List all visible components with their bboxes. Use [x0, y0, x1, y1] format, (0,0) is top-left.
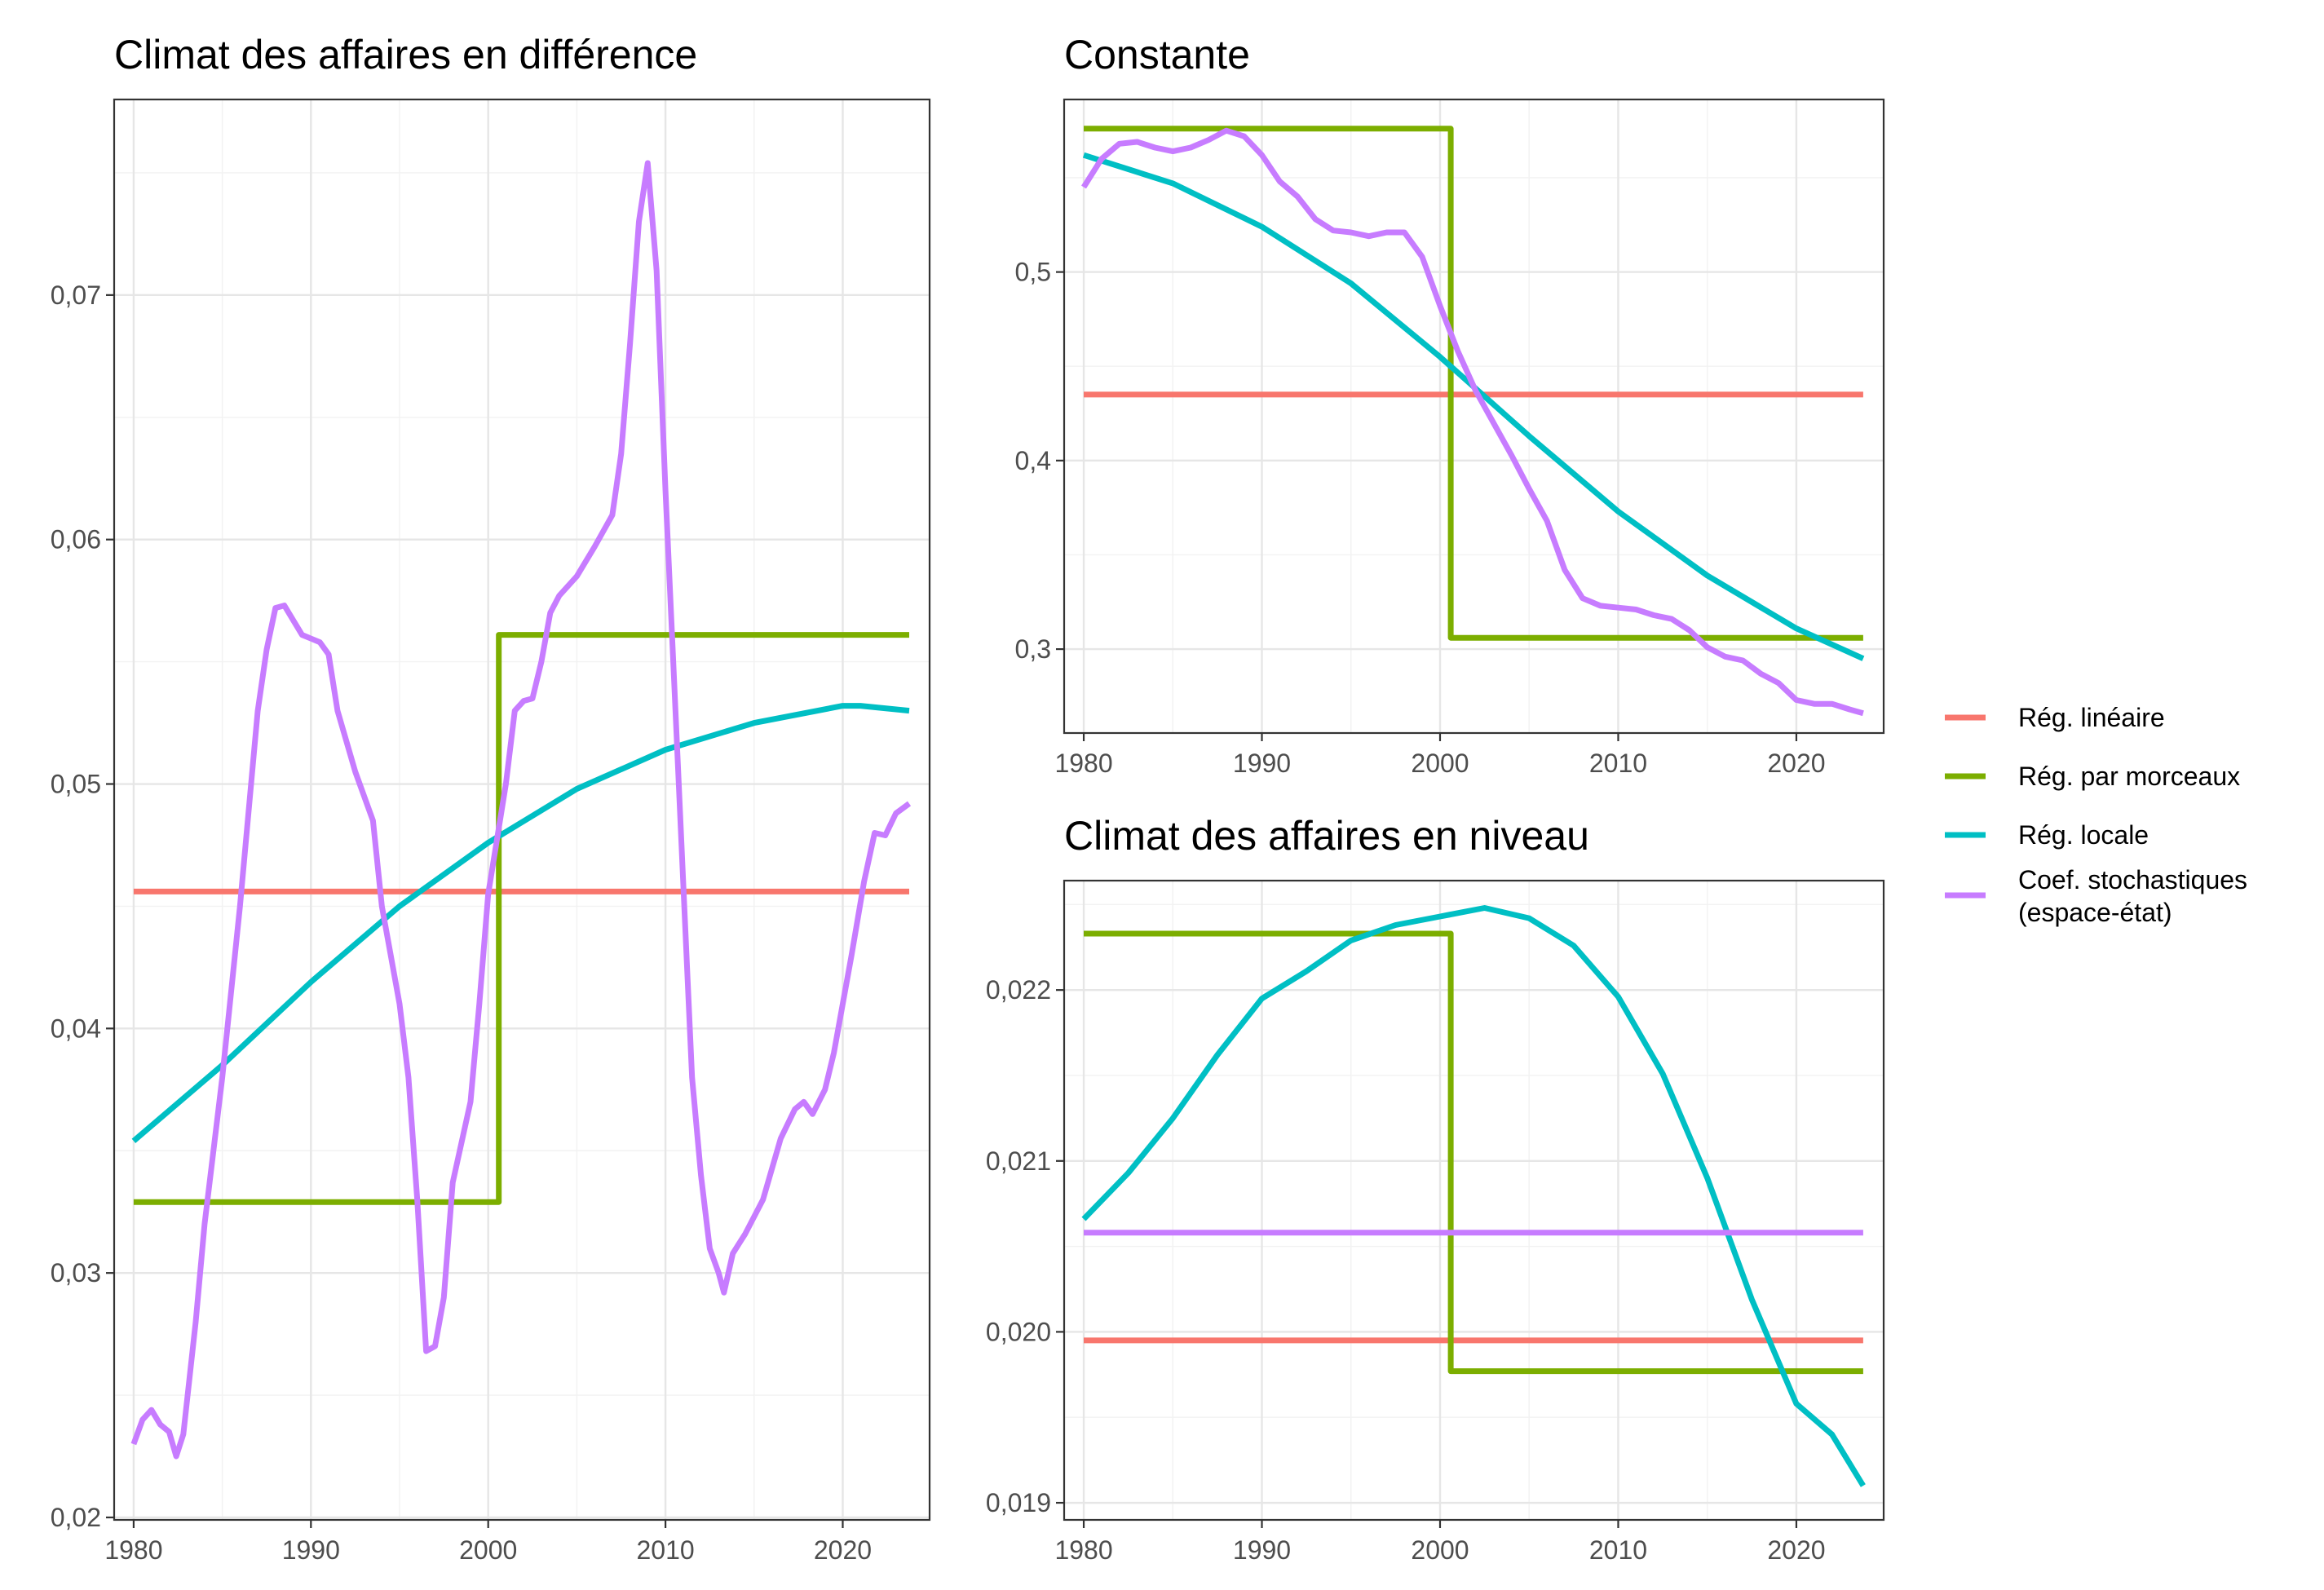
y-tick-label: 0,04 [51, 1014, 101, 1043]
x-tick-label: 1990 [1233, 1535, 1291, 1565]
panel-niveau-series [1081, 905, 1866, 1487]
legend-label-locale: Rég. locale [2018, 820, 2149, 850]
x-tick-label: 2020 [1767, 749, 1825, 778]
x-tick-label: 1980 [1054, 1535, 1112, 1565]
x-tick-label: 2000 [1411, 749, 1469, 778]
series-line-locale [1081, 905, 1866, 1487]
panel-constante-x-axis: 1980 1990 2000 2010 2020 [1054, 733, 1826, 778]
panel-constante-series [1081, 126, 1865, 717]
panel-diff-y-axis: 0,02 0,03 0,04 0,05 0,06 0,07 [51, 280, 114, 1532]
y-tick-label: 0,021 [986, 1146, 1051, 1176]
y-tick-label: 0,022 [986, 975, 1051, 1005]
y-tick-label: 0,3 [1015, 634, 1051, 664]
panel-constante-title: Constante [1064, 32, 1250, 77]
x-tick-label: 2010 [1589, 749, 1647, 778]
x-tick-label: 1980 [1054, 749, 1112, 778]
x-tick-label: 2020 [814, 1535, 872, 1565]
legend-label-lineaire: Rég. linéaire [2018, 703, 2165, 732]
series-line-locale [131, 703, 910, 1143]
series-line-locale [1082, 152, 1865, 661]
panel-diff: Climat des affaires en différence 1980 19… [51, 32, 931, 1565]
legend-label-stochastiques-line2: (espace-état) [2018, 898, 2172, 927]
panel-constante: Constante 1980 1990 2000 2010 2020 0,3 0,4 0,5 [1015, 32, 1885, 778]
y-tick-label: 0,020 [986, 1317, 1051, 1346]
legend-label-morceaux: Rég. par morceaux [2018, 762, 2240, 791]
y-tick-label: 0,07 [51, 280, 101, 310]
panel-diff-border [113, 98, 931, 1522]
y-tick-label: 0,05 [51, 770, 101, 799]
panel-diff-grid [114, 99, 930, 1520]
series-line-stochastiques [130, 160, 912, 1460]
y-tick-label: 0,02 [51, 1503, 101, 1532]
legend: Rég. linéaire Rég. par morceaux Rég. loc… [1945, 703, 2247, 927]
y-tick-label: 0,019 [986, 1488, 1051, 1517]
x-tick-label: 2000 [1411, 1535, 1469, 1565]
x-tick-label: 2010 [636, 1535, 694, 1565]
panel-niveau-border [1063, 879, 1885, 1522]
y-tick-label: 0,06 [51, 525, 101, 554]
panel-diff-series [130, 160, 912, 1460]
x-tick-label: 1990 [1233, 749, 1291, 778]
y-tick-label: 0,03 [51, 1258, 101, 1287]
panel-niveau: Climat des affaires en niveau 1980 1990 20… [986, 813, 1885, 1565]
series-line-morceaux [1084, 126, 1863, 641]
panel-constante-y-axis: 0,3 0,4 0,5 [1015, 258, 1064, 664]
panel-niveau-y-axis: 0,019 0,020 0,021 0,022 [986, 975, 1064, 1517]
x-tick-label: 1990 [282, 1535, 340, 1565]
panel-diff-x-axis: 1980 1990 2000 2010 2020 [104, 1520, 872, 1565]
panel-niveau-x-axis: 1980 1990 2000 2010 2020 [1054, 1520, 1826, 1565]
y-tick-label: 0,5 [1015, 258, 1051, 287]
x-tick-label: 2000 [459, 1535, 517, 1565]
legend-label-stochastiques-line1: Coef. stochastiques [2018, 865, 2247, 894]
x-tick-label: 1980 [104, 1535, 162, 1565]
series-line-stochastiques [1081, 127, 1864, 717]
panel-constante-border [1063, 98, 1885, 735]
x-tick-label: 2010 [1589, 1535, 1647, 1565]
x-tick-label: 2020 [1767, 1535, 1825, 1565]
series-line-morceaux [1084, 930, 1863, 1375]
panel-niveau-title: Climat des affaires en niveau [1064, 813, 1589, 859]
panel-diff-title: Climat des affaires en différence [114, 32, 697, 77]
y-tick-label: 0,4 [1015, 446, 1051, 475]
series-line-morceaux [133, 632, 909, 1205]
